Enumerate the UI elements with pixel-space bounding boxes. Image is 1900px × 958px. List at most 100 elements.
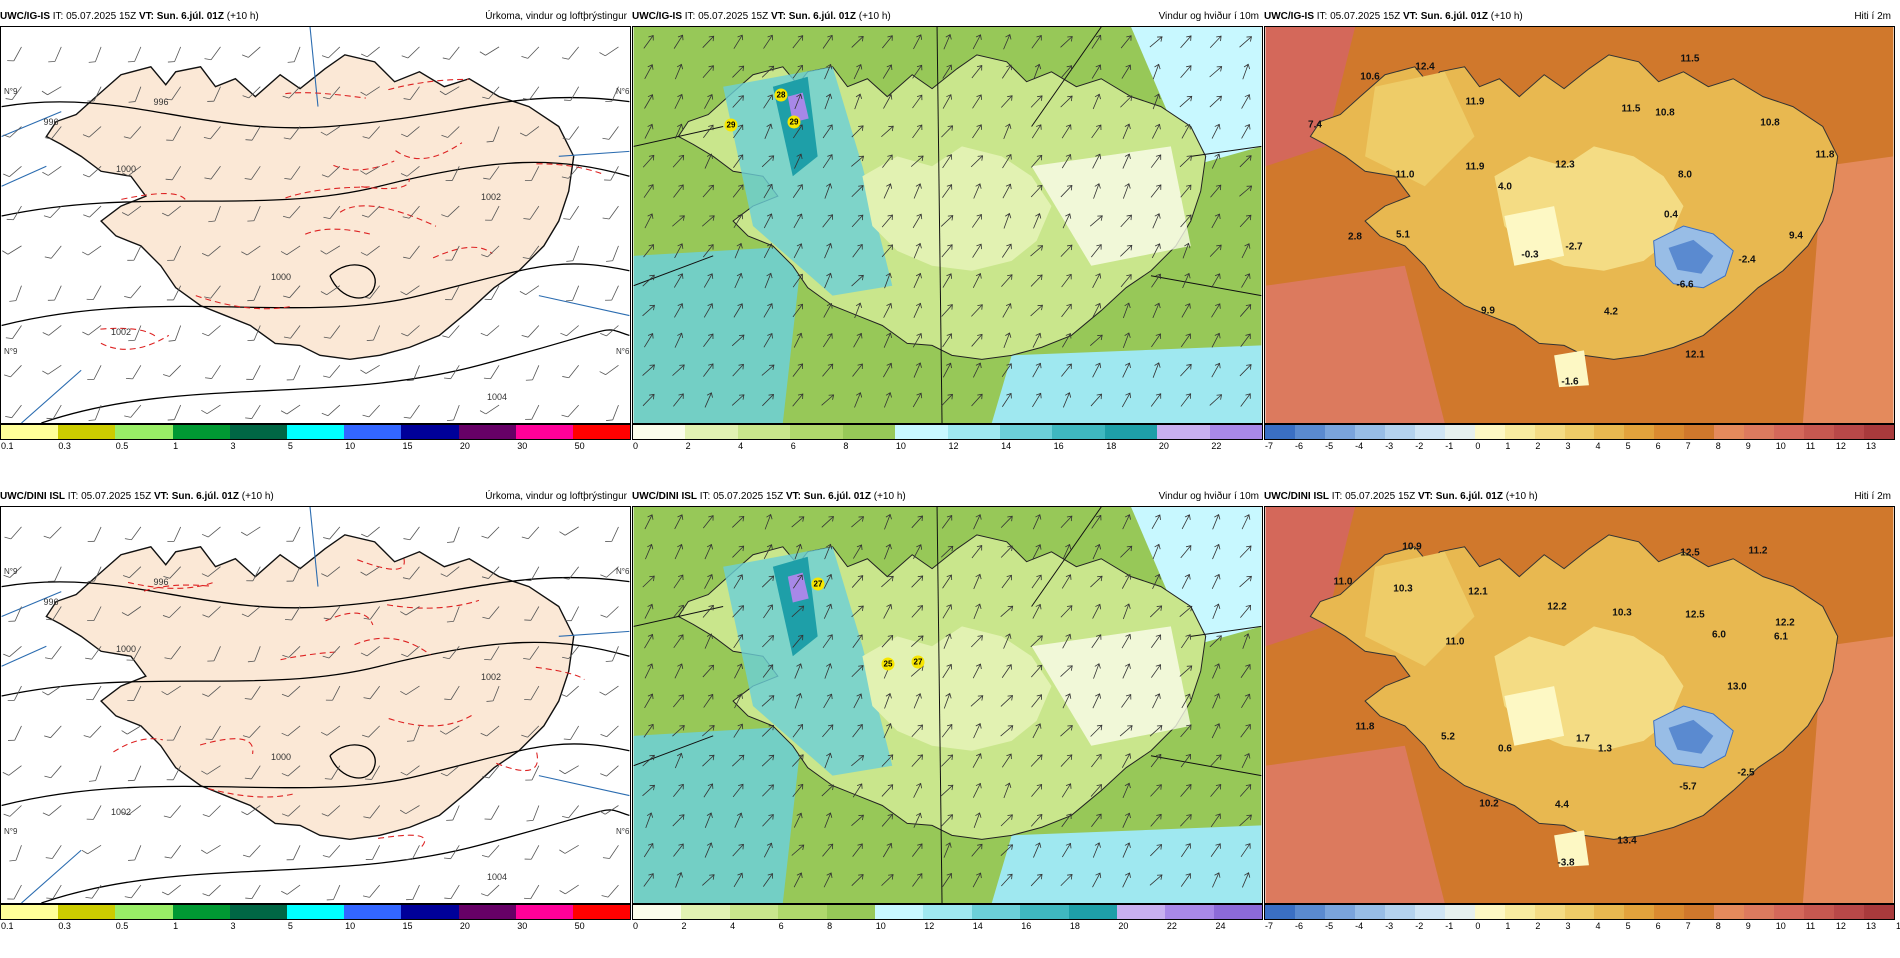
wind-barb — [364, 765, 381, 780]
map-area[interactable]: 10.6 12.4 11.5 7.4 11.9 11.5 10.8 10.8 11.8 11.0 4… — [1264, 26, 1895, 424]
wind-barb — [87, 526, 102, 542]
wind-arrow — [1031, 154, 1043, 168]
wind-arrow — [1209, 635, 1222, 648]
wind-arrow — [883, 362, 893, 378]
wind-arrow — [761, 724, 775, 737]
wind-barb — [241, 46, 261, 58]
wind-arrow — [731, 394, 745, 406]
wind-arrow — [1060, 184, 1073, 198]
wind-arrow — [734, 693, 743, 709]
wind-barb — [360, 86, 380, 96]
wind-arrow — [1062, 543, 1072, 560]
wind-arrow — [1122, 663, 1131, 679]
wind-barb — [88, 765, 102, 782]
colorbar-tick-label: 7 — [1685, 921, 1691, 931]
wind-arrow — [1152, 213, 1161, 229]
wind-arrow — [1120, 244, 1133, 257]
map-area[interactable]: 27 25 27 — [632, 506, 1263, 904]
wind-zone — [787, 572, 809, 603]
temperature-label: 12.3 — [1555, 159, 1575, 171]
wind-arrow — [1152, 693, 1161, 709]
wind-arrow — [942, 94, 952, 109]
temperature-label: 10.8 — [1655, 107, 1675, 119]
wind-arrow — [1090, 393, 1102, 407]
wind-barb — [87, 365, 102, 380]
wind-barb — [321, 166, 341, 178]
colorbar-swatch — [842, 425, 896, 439]
map-area[interactable]: 28 29 29 — [632, 26, 1263, 424]
wind-arrow — [1209, 394, 1223, 406]
temperature-contour — [127, 581, 216, 589]
wind-arrow — [821, 516, 834, 528]
wind-arrow — [1060, 95, 1073, 108]
wind-arrow — [1242, 63, 1251, 80]
wind-barb — [7, 46, 22, 62]
wind-arrow — [1180, 363, 1192, 377]
colorbar-tick-label: 5 — [1625, 441, 1631, 451]
wind-arrow — [823, 303, 833, 318]
wind-zone — [633, 245, 803, 423]
wind-barb — [202, 884, 221, 897]
wind-barb — [4, 365, 22, 378]
wind-barb — [83, 205, 102, 218]
colorbar-swatch — [1864, 905, 1895, 919]
wind-arrow — [791, 516, 805, 528]
wind-barb — [44, 765, 62, 779]
colorbar-ticks: 0.1 0.3 0.5 1 3 5 10 15 20 30 50 — [0, 920, 631, 934]
wind-arrow — [973, 603, 982, 620]
coordinate-line — [1, 645, 47, 667]
gust-label: 25 — [881, 657, 895, 671]
wind-arrow — [1091, 514, 1102, 529]
temperature-label: -0.3 — [1521, 249, 1539, 261]
wind-arrow — [1060, 65, 1073, 79]
wind-arrow — [702, 65, 714, 79]
colorbar-tick-label: 10 — [345, 921, 356, 931]
wind-arrow — [881, 813, 893, 827]
wind-barb — [444, 685, 460, 701]
wind-arrow — [704, 94, 714, 109]
map-area[interactable]: 996996100010021002100410061000N°9N°6N°9N… — [0, 26, 631, 424]
wind-barb — [282, 86, 301, 99]
wind-barb — [600, 325, 619, 337]
wind-arrow — [883, 302, 893, 318]
wind-barb — [600, 606, 619, 618]
temperature-contour — [285, 186, 370, 199]
map-area[interactable]: 996996100010021002100410061000N°9N°6N°9N… — [0, 506, 631, 904]
wind-arrow — [1121, 633, 1132, 649]
wind-barb — [284, 606, 301, 621]
wind-arrow — [701, 725, 715, 737]
wind-arrow — [764, 272, 773, 289]
wind-arrow — [1242, 633, 1251, 649]
wind-arrow — [762, 814, 774, 827]
wind-arrow — [1121, 574, 1132, 589]
wind-arrow — [674, 243, 684, 259]
map-area[interactable]: 10.9 12.5 11.2 11.0 10.3 12.1 12.2 10.3 12.2 12.5… — [1264, 506, 1895, 904]
wind-arrow — [1032, 362, 1042, 378]
wind-barb — [561, 46, 579, 60]
wind-arrow — [1122, 183, 1131, 199]
wind-arrow — [913, 183, 922, 199]
temperature-label: 9.4 — [1789, 230, 1803, 242]
colorbar-swatch — [971, 905, 1021, 919]
coordinate-line — [538, 295, 630, 317]
wind-arrow — [1092, 842, 1101, 858]
wind-arrow — [761, 65, 775, 78]
colorbar-tick-label: 0 — [1475, 441, 1481, 451]
wind-barb — [201, 526, 221, 538]
colorbar-swatch — [1654, 425, 1685, 439]
wind-barb — [562, 365, 579, 379]
valid-time: VT: Sun. 6.júl. 01Z — [1402, 11, 1488, 22]
wind-arrow — [733, 872, 744, 888]
wind-arrow — [644, 64, 654, 79]
wind-arrow — [1122, 514, 1131, 530]
wind-barb — [241, 606, 261, 618]
wind-arrow — [1000, 725, 1014, 737]
temperature-contour — [388, 715, 472, 727]
wind-arrow — [704, 573, 714, 589]
wind-arrow — [941, 814, 953, 827]
wind-arrow — [911, 843, 923, 857]
wind-barb — [446, 404, 460, 422]
wind-arrow — [1002, 183, 1012, 199]
wind-barb — [42, 364, 62, 375]
wind-arrow — [854, 302, 863, 319]
